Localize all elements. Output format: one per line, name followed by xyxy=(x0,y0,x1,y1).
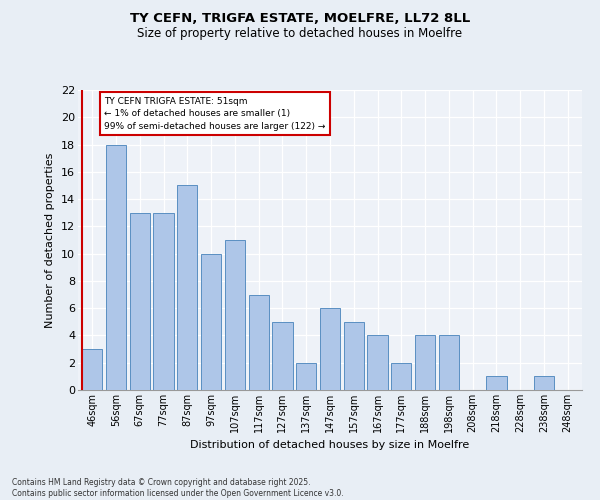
Bar xyxy=(534,376,554,390)
Bar xyxy=(415,336,435,390)
Text: Contains HM Land Registry data © Crown copyright and database right 2025.
Contai: Contains HM Land Registry data © Crown c… xyxy=(12,478,344,498)
Y-axis label: Number of detached properties: Number of detached properties xyxy=(46,152,55,328)
Bar xyxy=(248,294,269,390)
Bar xyxy=(296,362,316,390)
Bar xyxy=(154,212,173,390)
Text: Size of property relative to detached houses in Moelfre: Size of property relative to detached ho… xyxy=(137,28,463,40)
Text: TY CEFN, TRIGFA ESTATE, MOELFRE, LL72 8LL: TY CEFN, TRIGFA ESTATE, MOELFRE, LL72 8L… xyxy=(130,12,470,26)
Text: TY CEFN TRIGFA ESTATE: 51sqm
← 1% of detached houses are smaller (1)
99% of semi: TY CEFN TRIGFA ESTATE: 51sqm ← 1% of det… xyxy=(104,97,326,131)
Bar xyxy=(320,308,340,390)
X-axis label: Distribution of detached houses by size in Moelfre: Distribution of detached houses by size … xyxy=(190,440,470,450)
Bar xyxy=(106,144,126,390)
Bar xyxy=(82,349,103,390)
Bar xyxy=(272,322,293,390)
Bar xyxy=(201,254,221,390)
Bar xyxy=(487,376,506,390)
Bar xyxy=(367,336,388,390)
Bar xyxy=(344,322,364,390)
Bar xyxy=(225,240,245,390)
Bar xyxy=(391,362,412,390)
Bar xyxy=(177,186,197,390)
Bar xyxy=(130,212,150,390)
Bar xyxy=(439,336,459,390)
